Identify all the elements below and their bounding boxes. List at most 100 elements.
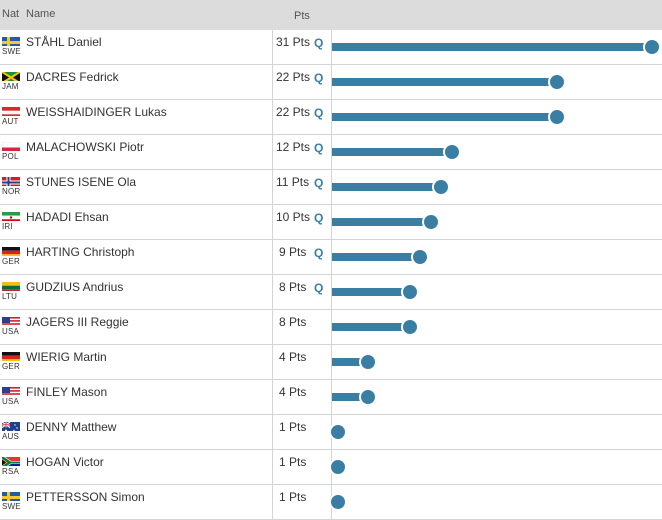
- athlete-name: WEISSHAIDINGER Lukas: [26, 105, 167, 119]
- table-row: USA JAGERS III Reggie 8 Pts: [0, 310, 662, 345]
- points-bar-end-marker: [421, 213, 440, 231]
- points-bar: [332, 43, 648, 51]
- column-divider: [331, 275, 332, 309]
- points-bar: [332, 218, 427, 226]
- column-divider: [272, 135, 273, 169]
- points-bar-end-marker: [411, 248, 430, 266]
- table-row: SWE STÅHL Daniel 31 Pts Q: [0, 30, 662, 65]
- points-label: 8 Pts: [279, 280, 307, 294]
- column-divider: [331, 30, 332, 64]
- column-divider: [272, 240, 273, 274]
- points-label: 31 Pts: [276, 35, 311, 49]
- points-bar-end-marker: [358, 388, 377, 406]
- points-label: 1 Pts: [279, 455, 307, 469]
- column-header-pts: Pts: [294, 10, 310, 22]
- column-divider: [331, 345, 332, 379]
- flag-swe-icon: [2, 35, 20, 46]
- points-bar: [332, 148, 448, 156]
- flag-ger-icon: [2, 245, 20, 256]
- table-row: GER HARTING Christoph 9 Pts Q: [0, 240, 662, 275]
- athlete-name: WIERIG Martin: [26, 350, 107, 364]
- column-divider: [272, 450, 273, 484]
- points-label: 22 Pts: [276, 70, 311, 84]
- points-bar-end-marker: [548, 73, 567, 91]
- table-row: RSA HOGAN Victor 1 Pts: [0, 450, 662, 485]
- points-bar: [332, 253, 417, 261]
- points-bar-end-marker: [432, 178, 451, 196]
- column-divider: [331, 135, 332, 169]
- nation-code: AUS: [2, 432, 20, 441]
- flag-aus-icon: [2, 420, 20, 431]
- qualified-badge: Q: [314, 246, 324, 260]
- qualified-badge: Q: [314, 106, 324, 120]
- qualified-badge: Q: [314, 36, 324, 50]
- athlete-name: FINLEY Mason: [26, 385, 108, 399]
- points-label: 10 Pts: [276, 210, 311, 224]
- column-divider: [272, 275, 273, 309]
- points-label: 9 Pts: [279, 245, 307, 259]
- athlete-name: MALACHOWSKI Piotr: [26, 140, 145, 154]
- column-divider: [272, 100, 273, 134]
- column-divider: [331, 205, 332, 239]
- column-divider: [331, 170, 332, 204]
- column-divider: [331, 100, 332, 134]
- flag-ltu-icon: [2, 280, 20, 291]
- nation-code: USA: [2, 397, 20, 406]
- column-divider: [272, 205, 273, 239]
- nation-code: SWE: [2, 502, 21, 511]
- athlete-name: HOGAN Victor: [26, 455, 104, 469]
- flag-ger-icon: [2, 350, 20, 361]
- table-row: SWE PETTERSSON Simon 1 Pts: [0, 485, 662, 520]
- table-row: AUS DENNY Matthew 1 Pts: [0, 415, 662, 450]
- athlete-name: HARTING Christoph: [26, 245, 135, 259]
- table-row: NOR STUNES ISENE Ola 11 Pts Q: [0, 170, 662, 205]
- nation-code: SWE: [2, 47, 21, 56]
- nation-code: JAM: [2, 82, 19, 91]
- points-bar: [332, 288, 406, 296]
- table-row: JAM DACRES Fedrick 22 Pts Q: [0, 65, 662, 100]
- flag-nor-icon: [2, 175, 20, 186]
- athlete-name: HADADI Ehsan: [26, 210, 109, 224]
- column-divider: [272, 415, 273, 449]
- qualified-badge: Q: [314, 281, 324, 295]
- points-label: 4 Pts: [279, 350, 307, 364]
- column-divider: [331, 65, 332, 99]
- points-bar: [332, 183, 438, 191]
- points-bar-end-marker: [442, 143, 461, 161]
- qualified-badge: Q: [314, 176, 324, 190]
- points-bar-end-marker: [358, 353, 377, 371]
- nation-code: LTU: [2, 292, 18, 301]
- athlete-name: JAGERS III Reggie: [26, 315, 129, 329]
- nation-code: NOR: [2, 187, 21, 196]
- points-bar-end-marker: [400, 283, 419, 301]
- qualified-badge: Q: [314, 141, 324, 155]
- column-divider: [272, 170, 273, 204]
- table-row: IRI HADADI Ehsan 10 Pts Q: [0, 205, 662, 240]
- points-bar: [332, 393, 364, 401]
- points-label: 1 Pts: [279, 490, 307, 504]
- column-divider: [331, 310, 332, 344]
- points-bar: [332, 78, 554, 86]
- points-label: 11 Pts: [276, 175, 310, 189]
- points-label: 12 Pts: [276, 140, 311, 154]
- points-bar-end-marker: [400, 318, 419, 336]
- column-divider: [331, 380, 332, 414]
- nation-code: GER: [2, 362, 20, 371]
- flag-aut-icon: [2, 105, 20, 116]
- table-header: Nat Name Pts: [0, 0, 662, 30]
- column-divider: [272, 65, 273, 99]
- flag-jam-icon: [2, 70, 20, 81]
- points-bar-end-marker: [548, 108, 567, 126]
- points-label: 22 Pts: [276, 105, 311, 119]
- qualified-badge: Q: [314, 211, 324, 225]
- nation-code: IRI: [2, 222, 13, 231]
- points-label: 4 Pts: [279, 385, 307, 399]
- flag-usa-icon: [2, 385, 20, 396]
- flag-swe-icon: [2, 490, 20, 501]
- points-bar-end-marker: [643, 38, 661, 56]
- nation-code: AUT: [2, 117, 19, 126]
- flag-pol-icon: [2, 140, 20, 151]
- column-header-nat: Nat: [2, 8, 20, 20]
- nation-code: GER: [2, 257, 20, 266]
- flag-iri-icon: [2, 210, 20, 221]
